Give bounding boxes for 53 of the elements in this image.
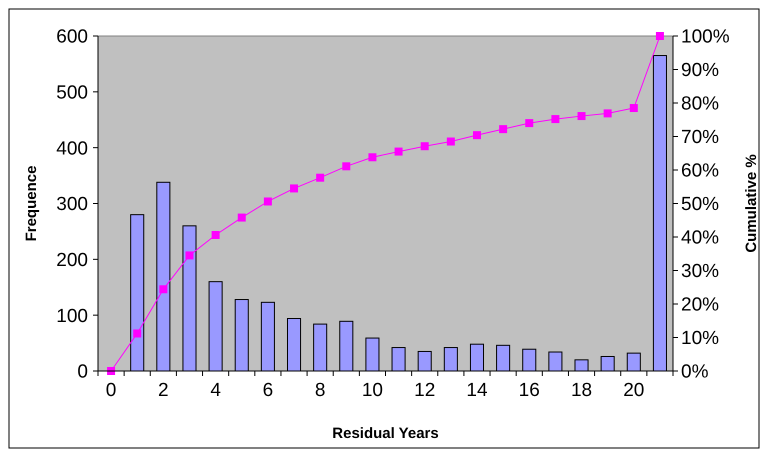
y2-tick-label: 40% [681,228,720,249]
x-tick-label: 12 [414,380,436,401]
x-tick-label: 18 [570,380,592,401]
y-axis-title: Frequence [23,166,40,242]
point [316,174,324,182]
point [394,148,403,156]
y-tick-label: 100 [56,306,88,327]
point [525,119,534,128]
point [499,125,508,134]
x-tick-label: 10 [362,380,383,401]
x-tick-label: 0 [106,380,116,401]
y2-axis-title: Cumulative % [743,154,760,253]
y-tick-label: 600 [56,26,88,48]
x-tick-label: 2 [158,380,169,401]
y2-tick-label: 100% [681,26,730,48]
point [368,153,376,162]
x-tick-label: 14 [466,380,488,401]
y-tick-label: 200 [56,250,88,271]
point [551,115,560,124]
point [212,230,220,239]
y2-tick-label: 20% [681,294,720,316]
point [133,329,142,338]
y2-tick-label: 70% [681,127,720,148]
point [342,162,350,170]
x-tick-label: 8 [314,380,326,401]
y-tick-label: 400 [56,138,88,160]
y2-tick-label: 50% [681,194,720,216]
x-tick-label: 6 [262,380,274,401]
y-tick-label: 300 [56,194,88,216]
point [264,197,272,206]
point [420,142,429,150]
x-tick-label: 4 [210,380,222,401]
y2-tick-label: 0% [681,362,709,383]
point [630,104,638,112]
point [446,138,455,146]
point [578,112,586,120]
point [159,285,168,294]
point [238,214,246,222]
y-tick-label: 500 [56,82,88,104]
y2-tick-label: 30% [681,261,720,282]
point [290,184,298,192]
y2-tick-label: 80% [681,94,720,115]
point [604,109,612,118]
x-axis-title: Residual Years [332,425,439,442]
y2-tick-label: 90% [681,60,720,82]
point [472,131,481,140]
y-tick-label: 0 [77,362,88,383]
point [185,251,194,260]
x-tick-label: 16 [518,380,540,401]
point [656,32,664,40]
y2-tick-label: 10% [681,328,720,350]
x-tick-label: 20 [623,380,644,401]
y2-tick-label: 60% [681,160,720,182]
